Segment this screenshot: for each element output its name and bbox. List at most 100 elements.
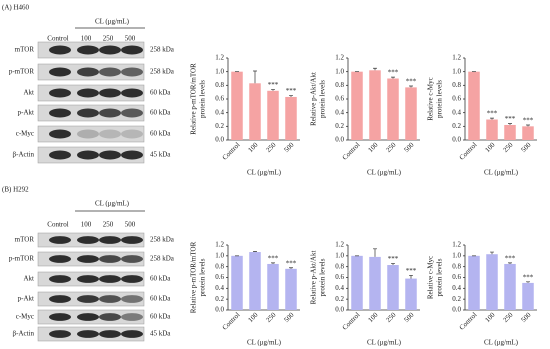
blot-band bbox=[99, 129, 121, 139]
weight-label: 258 kDa bbox=[150, 46, 175, 54]
blot-band bbox=[49, 150, 71, 160]
x-tick-label: 250 bbox=[501, 311, 514, 324]
blot-band bbox=[99, 313, 121, 321]
x-tick-label: 500 bbox=[402, 141, 415, 154]
blot-band bbox=[99, 255, 121, 263]
significance: *** bbox=[523, 273, 534, 281]
bar bbox=[486, 254, 498, 310]
x-tick-label: 250 bbox=[264, 311, 277, 324]
blot-band bbox=[99, 330, 121, 338]
y-tick-label: 0.6 bbox=[335, 273, 344, 281]
bar bbox=[249, 252, 261, 310]
y-tick-label: 1.2 bbox=[452, 241, 461, 249]
blot-band bbox=[99, 88, 121, 98]
blot-band bbox=[99, 236, 121, 244]
error-bar bbox=[508, 262, 512, 264]
y-tick-label: 1.0 bbox=[215, 67, 224, 75]
error-bar bbox=[289, 95, 293, 97]
blot-band bbox=[121, 255, 143, 263]
error-bar bbox=[289, 267, 293, 269]
y-tick-label: 0.6 bbox=[215, 95, 224, 103]
blot-band bbox=[121, 236, 143, 244]
weight-label: 258 kDa bbox=[150, 236, 175, 244]
error-bar bbox=[271, 89, 275, 91]
y-tick-label: 0.2 bbox=[215, 295, 224, 303]
bar bbox=[468, 71, 480, 140]
y-tick-label: 0.4 bbox=[452, 108, 461, 116]
protein-label: β-Actin bbox=[13, 151, 35, 159]
y-tick-label: 0.0 bbox=[452, 306, 461, 314]
blot-band bbox=[77, 88, 99, 98]
weight-label: 258 kDa bbox=[150, 255, 175, 263]
bar bbox=[522, 126, 534, 140]
lane-label: 250 bbox=[103, 221, 114, 229]
weight-label: 60 kDa bbox=[150, 109, 171, 117]
error-bar bbox=[391, 76, 395, 79]
blot-band bbox=[121, 313, 143, 321]
bar bbox=[387, 265, 399, 310]
bar bbox=[504, 124, 516, 140]
y-tick-label: 0.4 bbox=[215, 284, 224, 292]
significance: *** bbox=[268, 254, 279, 262]
error-bar bbox=[373, 248, 377, 257]
significance: *** bbox=[286, 259, 297, 267]
blot-band bbox=[49, 255, 71, 263]
error-bar bbox=[253, 70, 257, 84]
x-axis-label: CL (μg/mL) bbox=[484, 339, 519, 347]
y-tick-label: 1.0 bbox=[335, 251, 344, 259]
y-tick-label: 1.2 bbox=[452, 54, 461, 62]
bar bbox=[231, 71, 243, 140]
blot-band bbox=[49, 295, 71, 303]
y-axis-label: protein levels bbox=[319, 258, 327, 296]
protein-label: mTOR bbox=[15, 236, 35, 244]
protein-label: Akt bbox=[24, 89, 35, 97]
y-tick-label: 0.4 bbox=[215, 108, 224, 116]
weight-label: 60 kDa bbox=[150, 275, 171, 283]
x-tick-label: Control bbox=[221, 311, 242, 332]
x-tick-label: Control bbox=[341, 311, 362, 332]
lane-label: Control bbox=[47, 221, 68, 229]
significance: *** bbox=[388, 69, 399, 77]
bar bbox=[351, 71, 363, 140]
y-axis-label: Relative p-Akt/Akt bbox=[310, 72, 318, 126]
blot-band bbox=[121, 67, 143, 77]
significance: *** bbox=[523, 117, 534, 125]
error-bar bbox=[409, 274, 413, 279]
lane-label: 100 bbox=[81, 35, 92, 43]
x-tick-label: 500 bbox=[282, 141, 295, 154]
x-tick-label: Control bbox=[221, 141, 242, 162]
lane-label: 250 bbox=[103, 35, 114, 43]
blot-band bbox=[77, 45, 99, 55]
blot-band bbox=[77, 150, 99, 160]
lane-label: 500 bbox=[125, 221, 136, 229]
blot-band bbox=[121, 129, 143, 139]
lane-label: Control bbox=[47, 35, 68, 43]
x-tick-label: 500 bbox=[519, 141, 532, 154]
x-axis-label: CL (μg/mL) bbox=[367, 339, 402, 347]
protein-label: β-Actin bbox=[13, 330, 35, 338]
blot-band bbox=[121, 275, 143, 283]
x-tick-label: 100 bbox=[366, 141, 379, 154]
error-bar bbox=[508, 123, 512, 125]
blot-band bbox=[77, 313, 99, 321]
significance: *** bbox=[406, 267, 417, 275]
error-bar bbox=[490, 117, 494, 120]
significance: *** bbox=[406, 78, 417, 86]
y-tick-label: 1.0 bbox=[452, 67, 461, 75]
x-tick-label: 100 bbox=[246, 311, 259, 324]
blot-band bbox=[49, 67, 71, 77]
y-tick-label: 1.2 bbox=[335, 54, 344, 62]
weight-label: 60 kDa bbox=[150, 89, 171, 97]
error-bar bbox=[271, 262, 275, 264]
y-tick-label: 0.0 bbox=[335, 306, 344, 314]
y-tick-label: 0.2 bbox=[215, 122, 224, 130]
bar bbox=[468, 255, 480, 310]
x-axis-label: CL (μg/mL) bbox=[484, 169, 519, 177]
y-tick-label: 0.8 bbox=[215, 81, 224, 89]
x-tick-label: Control bbox=[458, 141, 479, 162]
blot-band bbox=[99, 45, 121, 55]
y-tick-label: 0.4 bbox=[335, 284, 344, 292]
y-axis-label: protein levels bbox=[199, 80, 207, 118]
x-tick-label: 500 bbox=[402, 311, 415, 324]
y-tick-label: 0.6 bbox=[335, 95, 344, 103]
